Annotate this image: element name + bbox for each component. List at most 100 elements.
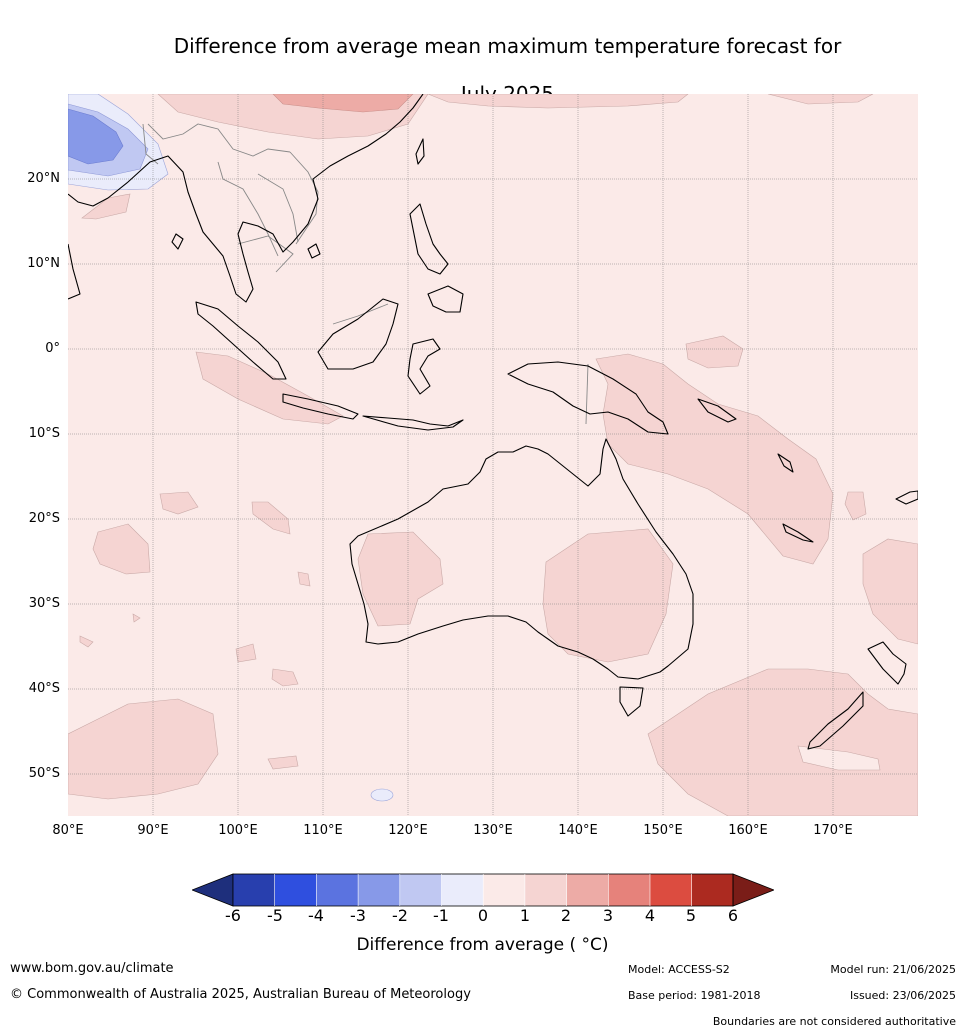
colorbar-swatch-m4-m3 — [316, 874, 359, 906]
colorbar-swatch-5-6 — [691, 874, 733, 906]
coastline-luzon — [409, 203, 449, 275]
anomaly-2-to-3-region — [272, 94, 414, 113]
lon-label-170e: 170°E — [813, 823, 853, 838]
anomaly-region-east-aus — [542, 528, 674, 663]
coastline-java — [282, 393, 359, 420]
website-link[interactable]: www.bom.gov.au/climate — [10, 961, 174, 976]
anomaly-small-negative — [370, 788, 394, 802]
coastline-tasmania — [619, 686, 644, 717]
lon-label-110e: 110°E — [303, 823, 343, 838]
colorbar-swatch-m3-m2 — [358, 874, 400, 906]
model-run-text: Model run: 21/06/2025 — [830, 963, 956, 976]
lat-label-50s: 50°S — [28, 766, 60, 781]
lat-label-0: 0° — [45, 341, 60, 356]
model-text: Model: ACCESS-S2 — [628, 963, 730, 976]
anomaly-region-io5 — [271, 668, 299, 687]
anomaly-region-fiji — [844, 491, 867, 521]
colorbar — [192, 873, 774, 907]
colorbar-extend-low — [192, 873, 234, 907]
forecast-map-svg — [68, 94, 918, 816]
lat-label-40s: 40°S — [28, 681, 60, 696]
coastline-new-guinea — [507, 361, 669, 435]
coastline-taiwan — [415, 138, 425, 165]
anomaly-region-io4 — [235, 643, 257, 663]
lon-label-80e: 80°E — [52, 823, 84, 838]
lat-label-20s: 20°S — [28, 511, 60, 526]
anomaly-m3-to-m2-region — [68, 108, 124, 165]
lat-label-20n: 20°N — [27, 171, 60, 186]
anomaly-region-io2 — [159, 491, 199, 515]
lat-label-10n: 10°N — [27, 256, 60, 271]
anomaly-region-io3 — [251, 501, 291, 535]
anomaly-1-to-2-regions — [68, 94, 918, 816]
disclaimer-text: Boundaries are not considered authoritat… — [712, 1015, 956, 1028]
anomaly-region-io8 — [79, 635, 94, 648]
coastline-borneo — [317, 298, 399, 370]
coastline-sumatra — [195, 301, 287, 380]
colorbar-tick-m2: -2 — [392, 906, 408, 925]
coastlines — [68, 94, 918, 750]
colorbar-tick-m1: -1 — [433, 906, 449, 925]
issued-text: Issued: 23/06/2025 — [849, 989, 956, 1002]
forecast-map — [68, 94, 918, 816]
coastline-mindanao — [427, 285, 464, 313]
colorbar-tick-2: 2 — [560, 906, 572, 925]
colorbar-swatch-3-4 — [608, 874, 650, 906]
colorbar-swatch-1-2 — [524, 874, 567, 906]
colorbar-dividers — [274, 874, 693, 906]
colorbar-swatch-m5-m4 — [274, 874, 317, 906]
coastline-fiji — [895, 490, 918, 505]
colorbar-tick-0: 0 — [477, 906, 489, 925]
anomaly-region-southpac — [862, 538, 918, 645]
colorbar-tick-1: 1 — [519, 906, 531, 925]
country-borders — [142, 123, 589, 425]
lon-label-130e: 130°E — [473, 823, 513, 838]
colorbar-extend-high — [732, 873, 774, 907]
colorbar-tick-3: 3 — [602, 906, 614, 925]
lon-label-120e: 120°E — [388, 823, 428, 838]
coastline-nz-north — [867, 641, 907, 685]
colorbar-swatch-0-1 — [483, 874, 525, 906]
coastline-australia — [349, 438, 694, 680]
colorbar-tick-m4: -4 — [308, 906, 324, 925]
coastline-srilanka — [171, 233, 184, 250]
colorbar-swatch-4-5 — [650, 874, 692, 906]
anomaly-region-io9 — [132, 613, 141, 623]
lon-label-150e: 150°E — [643, 823, 683, 838]
coastline-new-caledonia — [782, 523, 814, 543]
anomaly-region-io7 — [297, 571, 311, 587]
anomaly-region-sumatra — [195, 351, 344, 425]
anomaly-negative-regions — [68, 94, 394, 802]
coastline-sunda — [362, 415, 464, 431]
colorbar-tick-m5: -5 — [267, 906, 283, 925]
coastline-india — [68, 243, 81, 300]
map-title-line1: Difference from average mean maximum tem… — [173, 34, 842, 58]
anomaly-region-wa — [357, 531, 444, 627]
colorbar-swatch-m2-m1 — [399, 874, 442, 906]
lon-label-90e: 90°E — [137, 823, 169, 838]
lat-label-10s: 10°S — [28, 426, 60, 441]
anomaly-region-coral-sea — [595, 353, 834, 565]
lon-label-160e: 160°E — [728, 823, 768, 838]
colorbar-tick-6: 6 — [727, 906, 739, 925]
anomaly-region-nz-hole — [797, 745, 881, 771]
coastline-vanuatu — [777, 453, 794, 473]
anomaly-region-np2 — [767, 94, 874, 105]
coastline-asia — [68, 94, 424, 303]
coastline-hainan — [307, 243, 321, 259]
colorbar-tick-4: 4 — [644, 906, 656, 925]
copyright-text: © Commonwealth of Australia 2025, Austra… — [10, 987, 471, 1002]
colorbar-label: Difference from average ( °C) — [356, 935, 609, 955]
colorbar-tick-m3: -3 — [350, 906, 366, 925]
anomaly-region-io1 — [92, 523, 151, 575]
coastline-nz-south — [807, 691, 864, 750]
lat-label-30s: 30°S — [28, 596, 60, 611]
coastline-solomons — [697, 398, 737, 423]
colorbar-tick-5: 5 — [685, 906, 697, 925]
lon-label-100e: 100°E — [218, 823, 258, 838]
base-period-text: Base period: 1981-2018 — [628, 989, 761, 1002]
colorbar-swatch-m1-0 — [441, 874, 484, 906]
colorbar-swatch-m6-m5 — [233, 874, 275, 906]
colorbar-swatch-2-3 — [566, 874, 609, 906]
anomaly-region-png-north — [685, 335, 744, 369]
